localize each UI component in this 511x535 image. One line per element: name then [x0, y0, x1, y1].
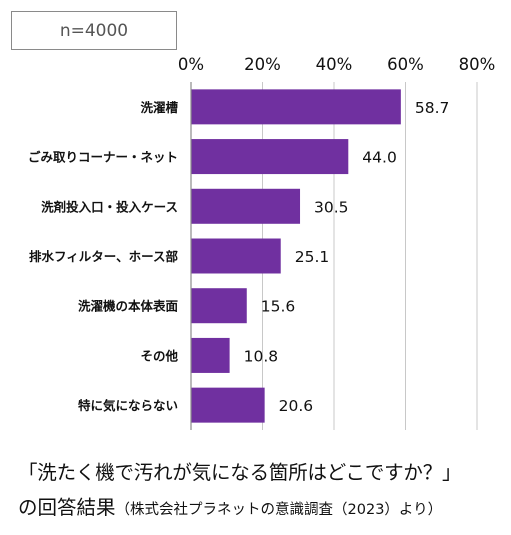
bar [191, 288, 247, 324]
sample-size-label: n=4000 [59, 20, 129, 41]
bar-value-label: 20.6 [279, 397, 314, 415]
x-tick-label: 0% [178, 55, 204, 74]
bar-value-label: 44.0 [362, 149, 397, 167]
bar-value-label: 25.1 [295, 248, 330, 266]
category-label: 洗濯機の本体表面 [78, 299, 179, 314]
sample-size-box: n=4000 [11, 11, 177, 50]
bar [191, 139, 349, 175]
bar [191, 238, 281, 274]
category-label: ごみ取りコーナー・ネット [28, 150, 178, 165]
chart-caption-question: 「洗たく機で汚れが気になる箇所はどこですか？」 [18, 461, 462, 484]
bar-value-label: 30.5 [314, 198, 349, 216]
x-tick-label: 80% [459, 55, 496, 74]
bar-value-label: 15.6 [261, 298, 296, 316]
category-label: その他 [140, 348, 178, 363]
bar [191, 188, 301, 224]
x-tick-label: 40% [316, 55, 353, 74]
category-label: 洗濯槽 [140, 100, 178, 115]
category-label: 排水フィルター、ホース部 [29, 249, 179, 264]
x-tick-label: 60% [387, 55, 424, 74]
bar-value-label: 10.8 [244, 347, 279, 365]
category-label: 特に気にならない [78, 398, 178, 413]
bar [191, 337, 230, 373]
category-label: 洗剤投入口・投入ケース [41, 199, 178, 214]
chart-caption-source: の回答結果（株式会社プラネットの意識調査（2023）より） [18, 491, 442, 520]
bar [191, 89, 401, 125]
bar-value-label: 58.7 [415, 99, 450, 117]
x-tick-label: 20% [244, 55, 281, 74]
caption-source-note: （株式会社プラネットの意識調査（2023）より） [115, 502, 443, 518]
bar [191, 387, 265, 423]
bar-chart: 0% 20% 40% 60% 80% 58.7 洗濯槽 44.0 ごみ取りコーナー・ネット 30.… [28, 55, 496, 430]
caption-result-label: の回答結果 [18, 496, 116, 519]
